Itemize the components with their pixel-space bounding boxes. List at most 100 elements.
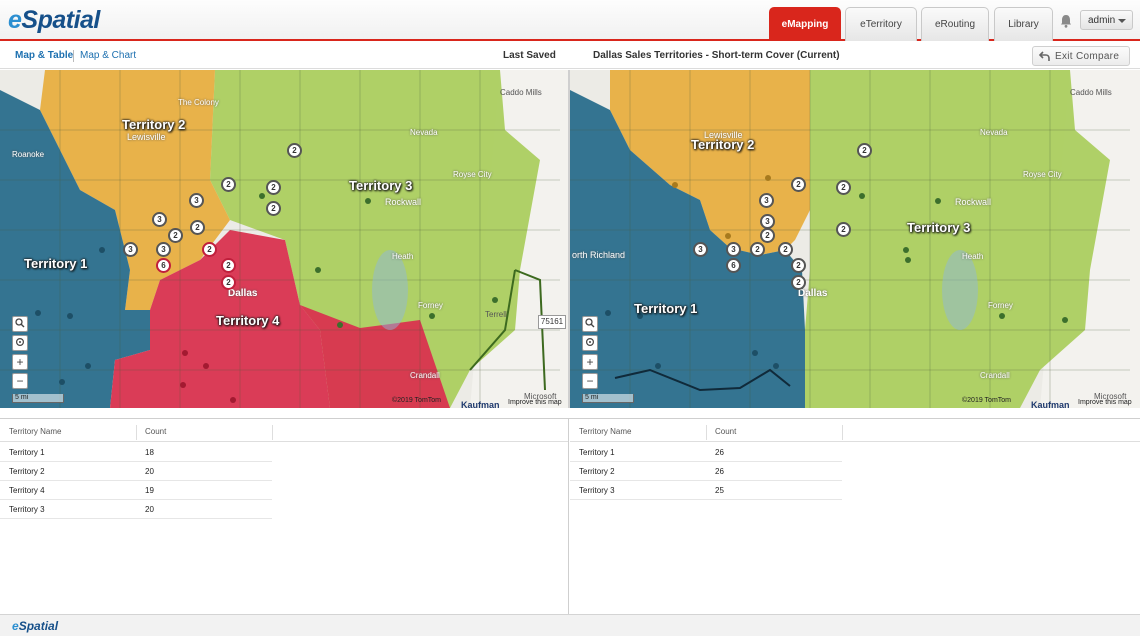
- cluster-marker[interactable]: 6: [156, 258, 171, 273]
- cluster-marker[interactable]: 2: [221, 177, 236, 192]
- tab-emapping[interactable]: eMapping: [769, 7, 841, 41]
- improve-map-link[interactable]: Improve this map: [1078, 399, 1132, 406]
- left-map-canvas: [0, 70, 568, 408]
- exit-compare-button[interactable]: Exit Compare: [1032, 46, 1130, 66]
- territory-2-region[interactable]: [610, 70, 810, 255]
- tab-library[interactable]: Library: [994, 7, 1053, 41]
- cluster-marker[interactable]: 6: [726, 258, 741, 273]
- undo-arrow-icon: [1039, 50, 1050, 61]
- place-dallas: Dallas: [798, 288, 828, 299]
- crosshair-icon: [585, 337, 595, 347]
- zoom-to-fit-button[interactable]: [582, 316, 598, 332]
- espatial-logo[interactable]: eSpatial: [8, 6, 100, 35]
- cluster-marker[interactable]: 2: [857, 143, 872, 158]
- place-rockwall: Rockwall: [955, 197, 992, 207]
- cluster-marker[interactable]: 2: [778, 242, 793, 257]
- locate-button[interactable]: [12, 335, 28, 351]
- locate-button[interactable]: [582, 335, 598, 351]
- table-row[interactable]: Territory 2 20: [0, 462, 272, 481]
- tab-erouting[interactable]: eRouting: [921, 7, 989, 41]
- user-menu-button[interactable]: admin: [1080, 10, 1133, 30]
- cluster-marker[interactable]: 2: [750, 242, 765, 257]
- zoom-out-button[interactable]: −: [12, 373, 28, 389]
- cluster-marker[interactable]: 3: [726, 242, 741, 257]
- map-and-table-link[interactable]: Map & Table: [15, 50, 74, 61]
- zip-tooltip: 75161: [538, 315, 566, 329]
- place-nevada: Nevada: [410, 128, 438, 137]
- cluster-marker[interactable]: 2: [791, 177, 806, 192]
- cluster-marker[interactable]: 2: [287, 143, 302, 158]
- cluster-marker[interactable]: 3: [189, 193, 204, 208]
- table-row[interactable]: Territory 3 20: [0, 500, 272, 519]
- column-divider[interactable]: [842, 425, 843, 440]
- cluster-marker[interactable]: 2: [221, 258, 236, 273]
- territory-name-cell: Territory 3: [579, 486, 615, 495]
- cluster-marker[interactable]: 2: [836, 180, 851, 195]
- crosshair-icon: [15, 337, 25, 347]
- column-divider[interactable]: [272, 425, 273, 440]
- map-copyright: ©2019 TomTom: [962, 397, 1011, 404]
- place-caddo-mills: Caddo Mills: [1070, 88, 1112, 97]
- column-header-count[interactable]: Count: [715, 427, 737, 436]
- column-divider[interactable]: [136, 425, 137, 440]
- territory-3-label: Territory 3: [349, 178, 413, 193]
- place-kaufman: Kaufman: [461, 400, 500, 408]
- table-row[interactable]: Territory 3 25: [570, 481, 842, 500]
- tables-area: Territory Name Count Territory 1 18 Terr…: [0, 418, 1140, 615]
- territory-1-region[interactable]: [0, 90, 150, 408]
- table-row[interactable]: Territory 4 19: [0, 481, 272, 500]
- improve-map-link[interactable]: Improve this map: [508, 399, 562, 406]
- cluster-marker[interactable]: 2: [202, 242, 217, 257]
- cluster-marker[interactable]: 2: [266, 201, 281, 216]
- zoom-in-button[interactable]: +: [12, 354, 28, 370]
- map-and-chart-link[interactable]: Map & Chart: [80, 50, 137, 61]
- map-copyright: ©2019 TomTom: [392, 397, 441, 404]
- place-nevada: Nevada: [980, 128, 1008, 137]
- cluster-marker[interactable]: 2: [190, 220, 205, 235]
- map-scale: 5 mi: [582, 394, 634, 403]
- footer-logo-e: e: [12, 619, 19, 633]
- territory-1-region[interactable]: [570, 90, 805, 408]
- zoom-out-button[interactable]: −: [582, 373, 598, 389]
- territory-name-cell: Territory 1: [579, 448, 615, 457]
- table-row[interactable]: Territory 2 26: [570, 462, 842, 481]
- cluster-marker[interactable]: 3: [693, 242, 708, 257]
- territory-2-region[interactable]: [40, 70, 230, 310]
- bell-icon[interactable]: [1060, 14, 1072, 28]
- territory-4-region[interactable]: [110, 230, 330, 408]
- left-results-table: Territory Name Count Territory 1 18 Terr…: [0, 419, 569, 615]
- place-roanoke: Roanoke: [12, 150, 45, 159]
- zoom-in-button[interactable]: +: [582, 354, 598, 370]
- column-header-territory-name[interactable]: Territory Name: [579, 427, 632, 436]
- territory-4-label: Territory 4: [216, 313, 280, 328]
- right-map[interactable]: Territory 2 Territory 3 Territory 1 Lewi…: [570, 70, 1140, 408]
- table-row[interactable]: Territory 1 26: [570, 443, 842, 462]
- cluster-marker[interactable]: 2: [168, 228, 183, 243]
- map-divider: [568, 70, 570, 408]
- zoom-to-fit-button[interactable]: [12, 316, 28, 332]
- cluster-marker[interactable]: 2: [760, 228, 775, 243]
- cluster-marker[interactable]: 3: [156, 242, 171, 257]
- cluster-marker[interactable]: 2: [836, 222, 851, 237]
- cluster-marker[interactable]: 2: [791, 275, 806, 290]
- footer-logo[interactable]: eSpatial: [12, 619, 58, 633]
- column-header-territory-name[interactable]: Territory Name: [9, 427, 62, 436]
- cluster-marker[interactable]: 3: [760, 214, 775, 229]
- count-cell: 20: [145, 467, 154, 476]
- table-row[interactable]: Territory 1 18: [0, 443, 272, 462]
- place-the-colony: The Colony: [178, 98, 219, 107]
- cluster-marker[interactable]: 2: [266, 180, 281, 195]
- cluster-marker[interactable]: 2: [221, 275, 236, 290]
- column-header-count[interactable]: Count: [145, 427, 167, 436]
- territory-3-region[interactable]: [805, 70, 1110, 408]
- tab-eterritory[interactable]: eTerritory: [845, 7, 917, 41]
- column-divider[interactable]: [706, 425, 707, 440]
- cluster-marker[interactable]: 3: [123, 242, 138, 257]
- cluster-marker[interactable]: 3: [759, 193, 774, 208]
- cluster-marker[interactable]: 2: [791, 258, 806, 273]
- cluster-marker[interactable]: 3: [152, 212, 167, 227]
- left-map[interactable]: Territory 2 Territory 3 Territory 1 Terr…: [0, 70, 568, 408]
- place-caddo-mills: Caddo Mills: [500, 88, 542, 97]
- territory-2-label: Territory 2: [691, 137, 755, 152]
- right-results-table: Territory Name Count Territory 1 26 Terr…: [570, 419, 1140, 615]
